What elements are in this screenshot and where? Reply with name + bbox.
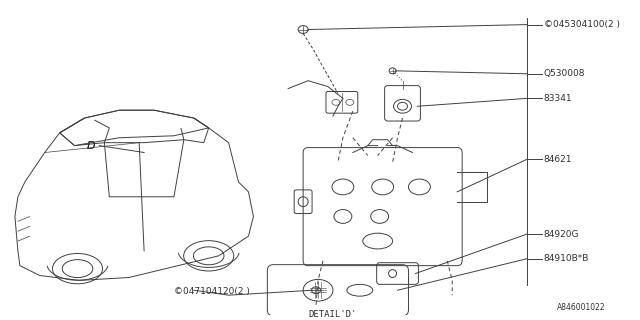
Text: 84621: 84621 bbox=[543, 155, 572, 164]
Text: 84920G: 84920G bbox=[543, 230, 579, 239]
Text: 83341: 83341 bbox=[543, 94, 572, 103]
Text: A846001022: A846001022 bbox=[557, 303, 605, 312]
Text: DETAIL'D': DETAIL'D' bbox=[308, 310, 356, 319]
Text: ©047104120(2 ): ©047104120(2 ) bbox=[174, 287, 250, 296]
Text: ©045304100(2 ): ©045304100(2 ) bbox=[543, 20, 620, 29]
Text: Q530008: Q530008 bbox=[543, 69, 585, 78]
Text: D: D bbox=[87, 140, 96, 151]
Text: D: D bbox=[87, 140, 96, 151]
Text: 84910B*B: 84910B*B bbox=[543, 254, 589, 263]
